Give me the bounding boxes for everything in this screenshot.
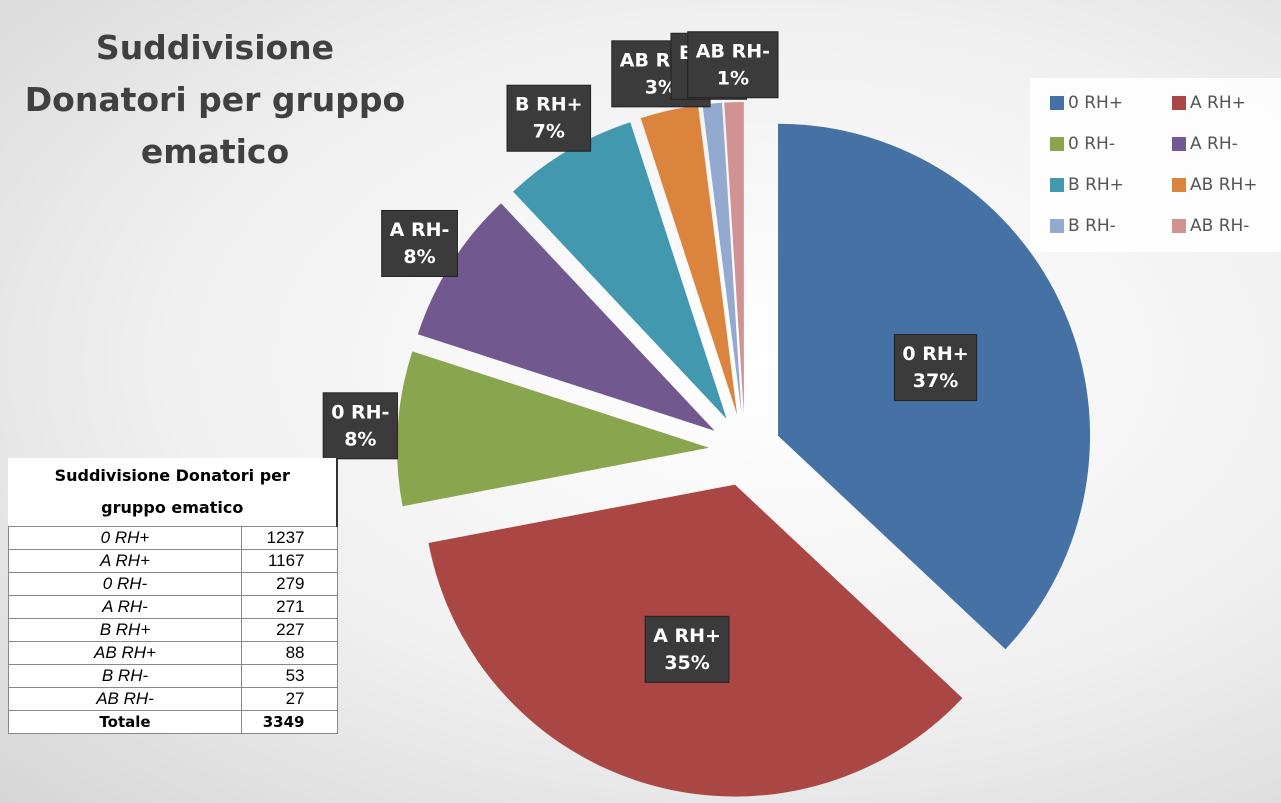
data-label: AB RH- 1%: [687, 31, 779, 99]
table-header-row: Suddivisione Donatori per gruppo ematico: [8, 458, 338, 527]
label-value: 8%: [344, 428, 376, 450]
label-category: A RH-: [390, 219, 450, 241]
label-category: A RH+: [653, 625, 721, 647]
table-row: B RH+ 227: [8, 618, 338, 642]
legend-swatch: [1050, 96, 1064, 110]
label-box: [644, 615, 730, 683]
pie-slice: [640, 105, 738, 415]
legend-label: 0 RH+: [1068, 93, 1123, 113]
pie-slice: [702, 102, 742, 415]
row-name: 0 RH-: [8, 572, 242, 596]
label-value: 37%: [913, 370, 958, 392]
label-box: [381, 209, 458, 277]
total-name: Totale: [8, 710, 242, 734]
data-label: B RH+ 7%: [506, 84, 592, 152]
label-value: 3%: [645, 76, 677, 98]
label-category: B RH+: [515, 94, 583, 116]
row-value: 88: [241, 641, 338, 665]
chart-title: Suddivisione Donatori per gruppo ematico: [24, 28, 406, 171]
table-row: 0 RH- 279: [8, 572, 338, 596]
legend-label: 0 RH-: [1068, 134, 1115, 154]
row-name: AB RH-: [8, 687, 242, 711]
label-box: [893, 334, 978, 402]
row-value: 227: [241, 618, 338, 642]
row-value: 53: [241, 664, 338, 688]
table-row: AB RH- 27: [8, 687, 338, 711]
label-value: 35%: [664, 652, 709, 674]
row-name: AB RH+: [8, 641, 242, 665]
table-total-row: Totale 3349: [8, 710, 338, 734]
row-value: 1237: [241, 526, 338, 550]
legend-swatch: [1050, 219, 1064, 233]
row-value: 279: [241, 572, 338, 596]
row-value: 271: [241, 595, 338, 619]
legend-swatch: [1050, 178, 1064, 192]
label-category: 0 RH+: [902, 343, 968, 365]
label-box: [687, 31, 779, 99]
table-row: A RH- 271: [8, 595, 338, 619]
legend-label: B RH+: [1068, 175, 1124, 195]
legend-swatch: [1172, 137, 1186, 151]
table-title: Suddivisione Donatori per gruppo ematico: [8, 458, 338, 527]
legend-swatch: [1172, 96, 1186, 110]
label-value: 7%: [533, 121, 565, 143]
total-value: 3349: [241, 710, 338, 734]
legend-label: B RH-: [1068, 216, 1116, 236]
row-name: B RH+: [8, 618, 242, 642]
label-value: 8%: [403, 246, 435, 268]
row-name: B RH-: [8, 664, 242, 688]
legend-swatch: [1172, 178, 1186, 192]
row-name: 0 RH+: [8, 526, 242, 550]
data-label: A RH- 8%: [381, 209, 458, 277]
legend-box: [1030, 78, 1281, 252]
table-row: 0 RH+ 1237: [8, 526, 338, 550]
table-row: AB RH+ 88: [8, 641, 338, 665]
data-label: 0 RH- 8%: [322, 392, 398, 460]
table-row: A RH+ 1167: [8, 549, 338, 573]
legend-label: A RH-: [1190, 134, 1238, 154]
pie-slice: [724, 102, 744, 415]
pie-slice: [417, 203, 715, 431]
label-value: 1%: [717, 67, 749, 89]
label-category: 0 RH-: [331, 401, 389, 423]
legend-label: AB RH+: [1190, 175, 1258, 195]
data-label: A RH+ 35%: [644, 615, 730, 683]
legend-swatch: [1050, 137, 1064, 151]
row-name: A RH+: [8, 549, 242, 573]
row-value: 1167: [241, 549, 338, 573]
label-box: [506, 84, 592, 152]
legend-label: AB RH-: [1190, 216, 1249, 236]
legend-label: A RH+: [1190, 93, 1246, 113]
pie-slice: [513, 122, 727, 420]
row-name: A RH-: [8, 595, 242, 619]
data-label: 0 RH+ 37%: [893, 334, 978, 402]
legend-swatch: [1172, 219, 1186, 233]
row-value: 27: [241, 687, 338, 711]
pie-slice: [397, 351, 710, 507]
label-category: AB RH-: [696, 40, 770, 62]
label-box: [322, 392, 398, 460]
data-table: Suddivisione Donatori per gruppo ematico…: [8, 458, 338, 734]
table-row: B RH- 53: [8, 664, 338, 688]
